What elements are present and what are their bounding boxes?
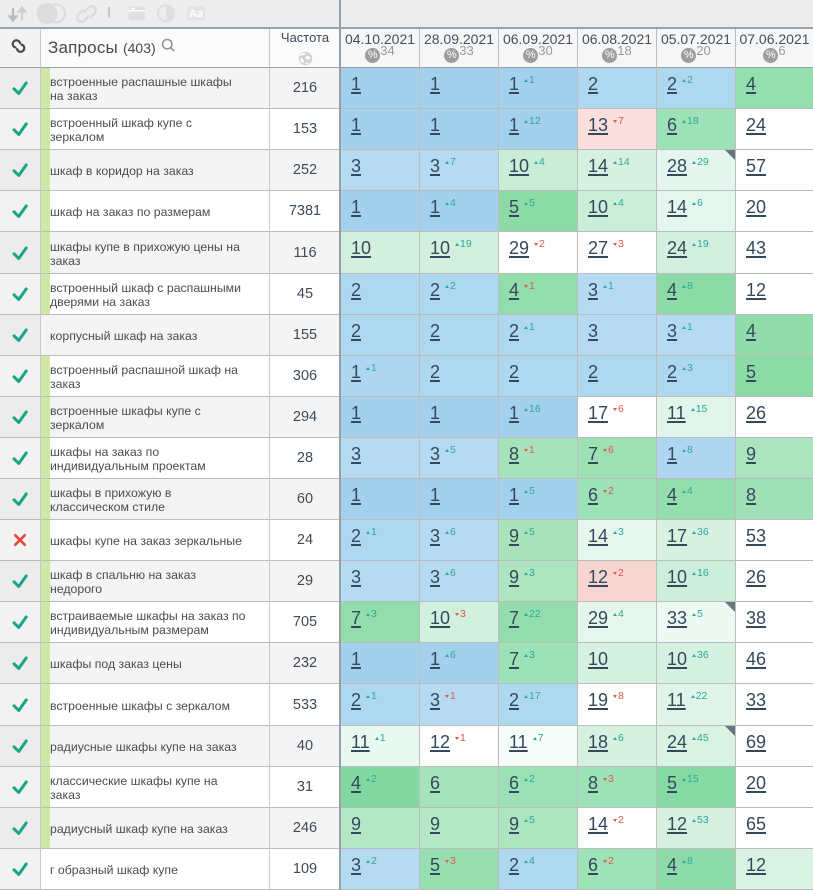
svg-text:Aa: Aa	[189, 8, 204, 20]
